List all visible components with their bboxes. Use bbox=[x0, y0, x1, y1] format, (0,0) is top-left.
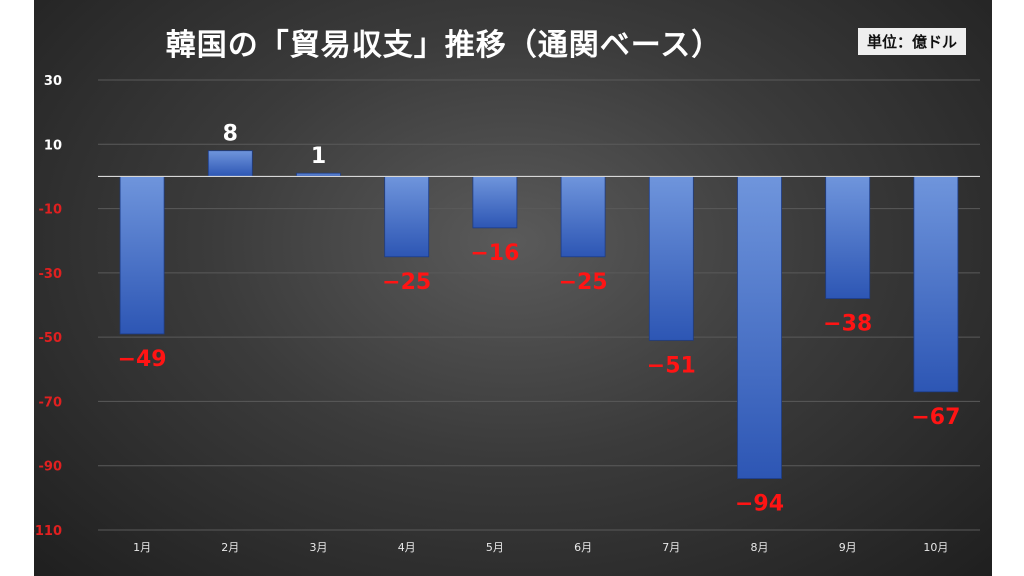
bar bbox=[560, 176, 606, 258]
data-label: 1 bbox=[311, 144, 326, 169]
y-tick-label: 30 bbox=[44, 74, 62, 89]
x-tick-label: 10月 bbox=[923, 541, 948, 554]
x-tick-label: 5月 bbox=[486, 541, 504, 554]
y-tick-label: -90 bbox=[39, 460, 63, 475]
y-tick-label: -110 bbox=[34, 524, 62, 539]
bar bbox=[207, 150, 253, 177]
data-label: −67 bbox=[911, 405, 960, 430]
bar bbox=[472, 176, 518, 229]
bar bbox=[825, 176, 871, 299]
bar bbox=[737, 176, 782, 479]
x-tick-label: 7月 bbox=[662, 541, 680, 554]
bar bbox=[648, 176, 694, 341]
data-label: −94 bbox=[735, 492, 784, 517]
bar-chart: −49 8 1 −25 −16 −25 −51 −94 −38 −67 30 10 -10 -30 -50… bbox=[34, 74, 980, 554]
data-label: 8 bbox=[223, 122, 238, 147]
data-label: −25 bbox=[382, 270, 431, 295]
y-tick-label: -30 bbox=[39, 267, 63, 282]
data-label: −25 bbox=[559, 270, 608, 295]
chart-title: 韓国の「貿易収支」推移（通関ベース） bbox=[165, 28, 723, 63]
x-tick-label: 3月 bbox=[310, 541, 328, 554]
y-tick-label: -70 bbox=[39, 395, 63, 410]
x-tick-label: 9月 bbox=[839, 541, 857, 554]
x-tick-label: 6月 bbox=[574, 541, 592, 554]
y-tick-label: 10 bbox=[44, 138, 62, 153]
data-label: −16 bbox=[470, 241, 519, 266]
x-tick-label: 2月 bbox=[221, 541, 239, 554]
chart-panel: 韓国の「貿易収支」推移（通関ベース） 単位：億ドル −49 8 1 −25 −16 −25… bbox=[34, 0, 992, 576]
bar bbox=[384, 176, 430, 258]
data-label: −38 bbox=[823, 312, 872, 337]
x-tick-label: 1月 bbox=[133, 541, 151, 554]
x-tick-label: 8月 bbox=[751, 541, 769, 554]
bar bbox=[119, 176, 165, 335]
y-tick-label: -50 bbox=[39, 331, 63, 346]
bar bbox=[913, 176, 959, 393]
data-label: −51 bbox=[647, 353, 696, 378]
x-tick-label: 4月 bbox=[398, 541, 416, 554]
data-label: −49 bbox=[118, 347, 167, 372]
y-tick-label: -10 bbox=[39, 203, 63, 218]
unit-label: 単位：億ドル bbox=[858, 28, 967, 55]
